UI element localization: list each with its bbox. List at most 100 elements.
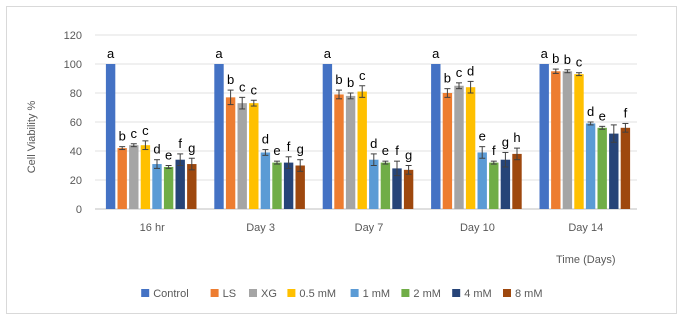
significance-label: d (153, 142, 160, 157)
legend-label: LS (223, 288, 236, 300)
legend-label: 2 mM (413, 288, 441, 300)
legend: Control LS XG 0.5 mM 1 mM 2 mM 4 mM 8 mM (141, 288, 543, 300)
x-tick-label: Day 10 (460, 222, 495, 234)
bars (105, 64, 631, 210)
legend-item: Control (141, 288, 189, 300)
bar (500, 159, 511, 209)
legend-label: 8 mM (515, 288, 543, 300)
bar (392, 168, 402, 209)
significance-label: b (444, 71, 451, 86)
bar (152, 164, 162, 209)
bar (465, 87, 476, 209)
bar (272, 162, 282, 209)
legend-swatch (350, 289, 359, 297)
bar (249, 103, 259, 209)
significance-label: b (347, 75, 354, 90)
significance-label: f (287, 139, 291, 154)
bar (477, 152, 487, 209)
error-bars (119, 68, 629, 177)
legend-swatch (287, 289, 296, 297)
bar (334, 94, 344, 209)
significance-label: e (165, 148, 172, 163)
bar (574, 74, 584, 210)
y-tick-label: 40 (70, 146, 82, 158)
significance-label: c (456, 65, 463, 80)
significance-label: b (227, 72, 234, 87)
bar (403, 169, 414, 209)
y-tick-labels: 0 20 40 60 80 100 120 (64, 30, 82, 216)
significance-label: a (215, 46, 223, 61)
bar (380, 162, 391, 209)
significance-label: f (492, 143, 496, 158)
bar (357, 91, 367, 209)
significance-label: d (587, 104, 594, 119)
legend-swatch (401, 289, 410, 297)
legend-swatch (141, 289, 150, 297)
bar (322, 64, 333, 209)
bar (140, 145, 151, 209)
bar (117, 148, 127, 209)
legend-label: 4 mM (464, 288, 492, 300)
bar (442, 93, 453, 209)
bar (283, 162, 294, 209)
x-tick-label: Day 3 (246, 222, 275, 234)
bar (597, 127, 607, 209)
bar (585, 123, 596, 209)
legend-swatch (249, 289, 257, 297)
bar (431, 64, 441, 209)
legend-swatch (452, 289, 461, 297)
bar (105, 64, 116, 209)
bar (609, 133, 619, 209)
bar (214, 64, 224, 209)
significance-label: a (541, 46, 549, 61)
bar (237, 103, 247, 209)
significance-label: d (467, 63, 474, 78)
significance-label: f (624, 105, 628, 120)
bar (260, 152, 271, 209)
significance-label: e (273, 143, 280, 158)
legend-label: 0.5 mM (299, 288, 336, 300)
significance-label: c (576, 55, 583, 70)
significance-label: e (382, 143, 389, 158)
legend-label: Control (153, 288, 188, 300)
bar (489, 162, 499, 209)
legend-label: XG (261, 288, 277, 300)
significance-label: b (119, 129, 126, 144)
x-tick-label: 16 hr (140, 222, 165, 234)
bar (454, 85, 464, 209)
y-tick-label: 120 (64, 30, 82, 42)
bar (551, 71, 561, 209)
bar (187, 164, 197, 209)
significance-label: g (188, 140, 195, 155)
bar (295, 165, 305, 209)
bar (175, 159, 185, 209)
significance-label: d (262, 132, 269, 147)
significance-label: c (142, 123, 149, 138)
significance-label: c (359, 68, 366, 83)
bar (620, 127, 631, 209)
legend-item: 4 mM (452, 288, 492, 300)
bar (345, 95, 356, 209)
significance-label: c (251, 82, 258, 97)
significance-label: b (552, 51, 559, 66)
legend-item: 8 mM (503, 288, 543, 300)
bar (562, 71, 573, 209)
legend-item: 2 mM (401, 288, 441, 300)
significance-label: e (599, 108, 606, 123)
significance-label: b (564, 52, 571, 67)
x-tick-labels: 16 hr Day 3 Day 7 Day 10 Day 14 (140, 222, 604, 234)
y-axis-title: Cell Viability % (26, 101, 38, 174)
x-tick-label: Day 14 (568, 222, 603, 234)
significance-label: a (324, 46, 332, 61)
y-tick-label: 60 (70, 117, 82, 129)
significance-label: c (239, 79, 246, 94)
significance-label: e (479, 129, 486, 144)
bar (129, 145, 139, 209)
legend-item: 0.5 mM (287, 288, 336, 300)
x-tick-label: Day 7 (355, 222, 384, 234)
bar (225, 97, 236, 209)
significance-label: f (395, 143, 399, 158)
significance-label: g (502, 134, 509, 149)
